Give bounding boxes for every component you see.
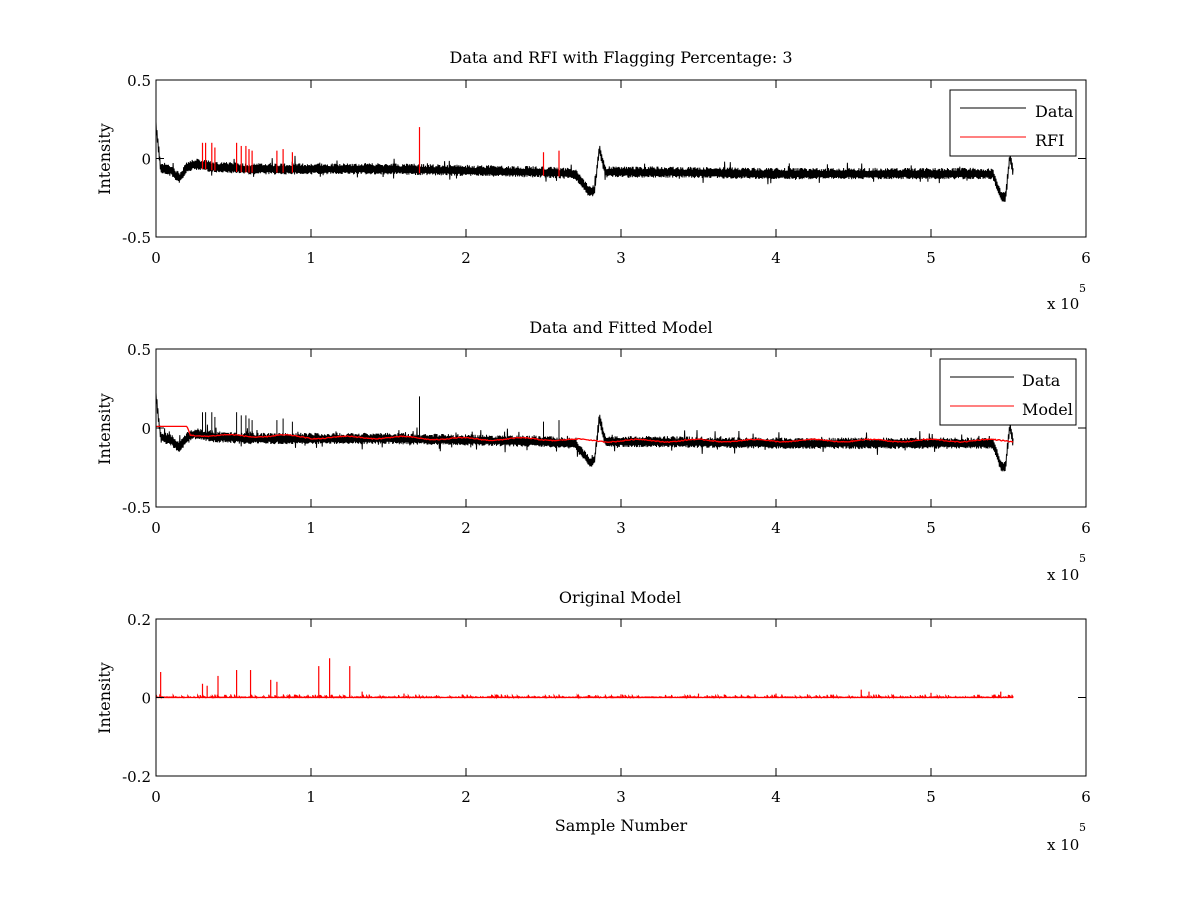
panel-1-xtick-label-5: 5 [926,249,936,267]
panel-2-ticks: 0 1 2 3 4 5 6-0.500.5 [122,341,1091,537]
panel-1-ytick-label-1: 0 [141,151,151,169]
panel-3-ytick-label-0: -0.2 [122,768,151,786]
panel-1-ytick-label-2: 0.5 [127,72,151,90]
panel-3-xlabel: Sample Number [555,816,688,835]
panel-2-xtick-label-6: 6 [1081,519,1091,537]
panel-1-legend: Data RFI [949,89,1077,157]
panel-3-xtick-label-5: 5 [926,788,936,806]
panel-1-exponent-power: 5 [1079,282,1086,295]
panel-2-exponent-label: x 10 [1047,566,1079,584]
panel-1-xtick-label-4: 4 [771,249,781,267]
panel-2-ytick-label-1: 0 [141,420,151,438]
panel-1-xtick-label-1: 1 [306,249,316,267]
panel-2-exponent-power: 5 [1079,552,1086,565]
panel-2-legend-model-label: Model [1022,400,1073,419]
panel-1-data-layer [155,121,1014,202]
panel-2-series-data-line [155,392,1014,472]
panel-2-title: Data and Fitted Model [529,318,712,337]
panel-3-ytick-label-2: 0.2 [127,611,151,629]
panel-1-title: Data and RFI with Flagging Percentage: 3 [449,48,792,67]
panel-2-xtick-label-5: 5 [926,519,936,537]
panel-3-ylabel: Intensity [95,662,114,734]
panel-3-ytick-label-1: 0 [141,690,151,708]
panel-1-xtick-label-6: 6 [1081,249,1091,267]
panel-3-ticks: 0 1 2 3 4 5 6-0.200.2 [122,611,1091,806]
panel-3-title: Original Model [559,588,681,607]
panel-1-legend-data-label: Data [1035,102,1074,121]
panel-1-xtick-label-0: 0 [151,249,161,267]
panel-2-ylabel: Intensity [95,393,114,465]
panel-1-legend-box [949,89,1077,157]
panel-2-xtick-label-2: 2 [461,519,471,537]
panel-2-xtick-label-4: 4 [771,519,781,537]
panel-2: Data and Fitted Model Intensity 0 1 2 3 4 5 6 -… [95,318,1091,584]
panel-3-plot: 0 1 2 3 4 5 6-0.200.2 [122,611,1091,806]
panel-3-xtick-label-6: 6 [1081,788,1091,806]
panel-2-xtick-label-0: 0 [151,519,161,537]
panel-2-series-model-line [156,425,1014,444]
panel-2-ytick-label-0: -0.5 [122,499,151,517]
panel-1-xtick-label-3: 3 [616,249,626,267]
panel-1-series-data-line [155,121,1014,202]
panel-3-xtick-label-0: 0 [151,788,161,806]
panel-1-ylabel: Intensity [95,123,114,195]
panel-2-legend-box [939,358,1077,426]
panel-2-xtick-label-1: 1 [306,519,316,537]
panel-1: Data and RFI with Flagging Percentage: 3… [95,48,1091,313]
panel-1-xtick-label-2: 2 [461,249,471,267]
panel-1-exponent-label: x 10 [1047,295,1079,313]
panel-1-plot: 0 1 2 3 4 5 6-0.500.5 [122,72,1091,267]
panel-1-ytick-label-0: -0.5 [122,229,151,247]
panel-2-plot: 0 1 2 3 4 5 6-0.500.5 [122,341,1091,537]
panel-3-exponent-label: x 10 [1047,836,1079,854]
panel-3: Original Model Intensity 0 1 2 3 4 5 6-0.200.2… [95,588,1091,854]
panel-3-xtick-label-2: 2 [461,788,471,806]
panel-2-legend-data-label: Data [1022,371,1061,390]
panel-1-legend-rfi-label: RFI [1035,131,1064,150]
panel-3-exponent-power: 5 [1079,821,1086,834]
panel-3-data-layer [155,658,1014,700]
panel-2-legend: Data Model [939,358,1077,426]
panel-3-xtick-label-3: 3 [616,788,626,806]
panel-2-xtick-label-3: 3 [616,519,626,537]
panel-2-ytick-label-2: 0.5 [127,341,151,359]
panel-3-xtick-label-1: 1 [306,788,316,806]
panel-1-ticks: 0 1 2 3 4 5 6-0.500.5 [122,72,1091,267]
panel-3-xtick-label-4: 4 [771,788,781,806]
panel-2-data-layer [155,392,1014,472]
